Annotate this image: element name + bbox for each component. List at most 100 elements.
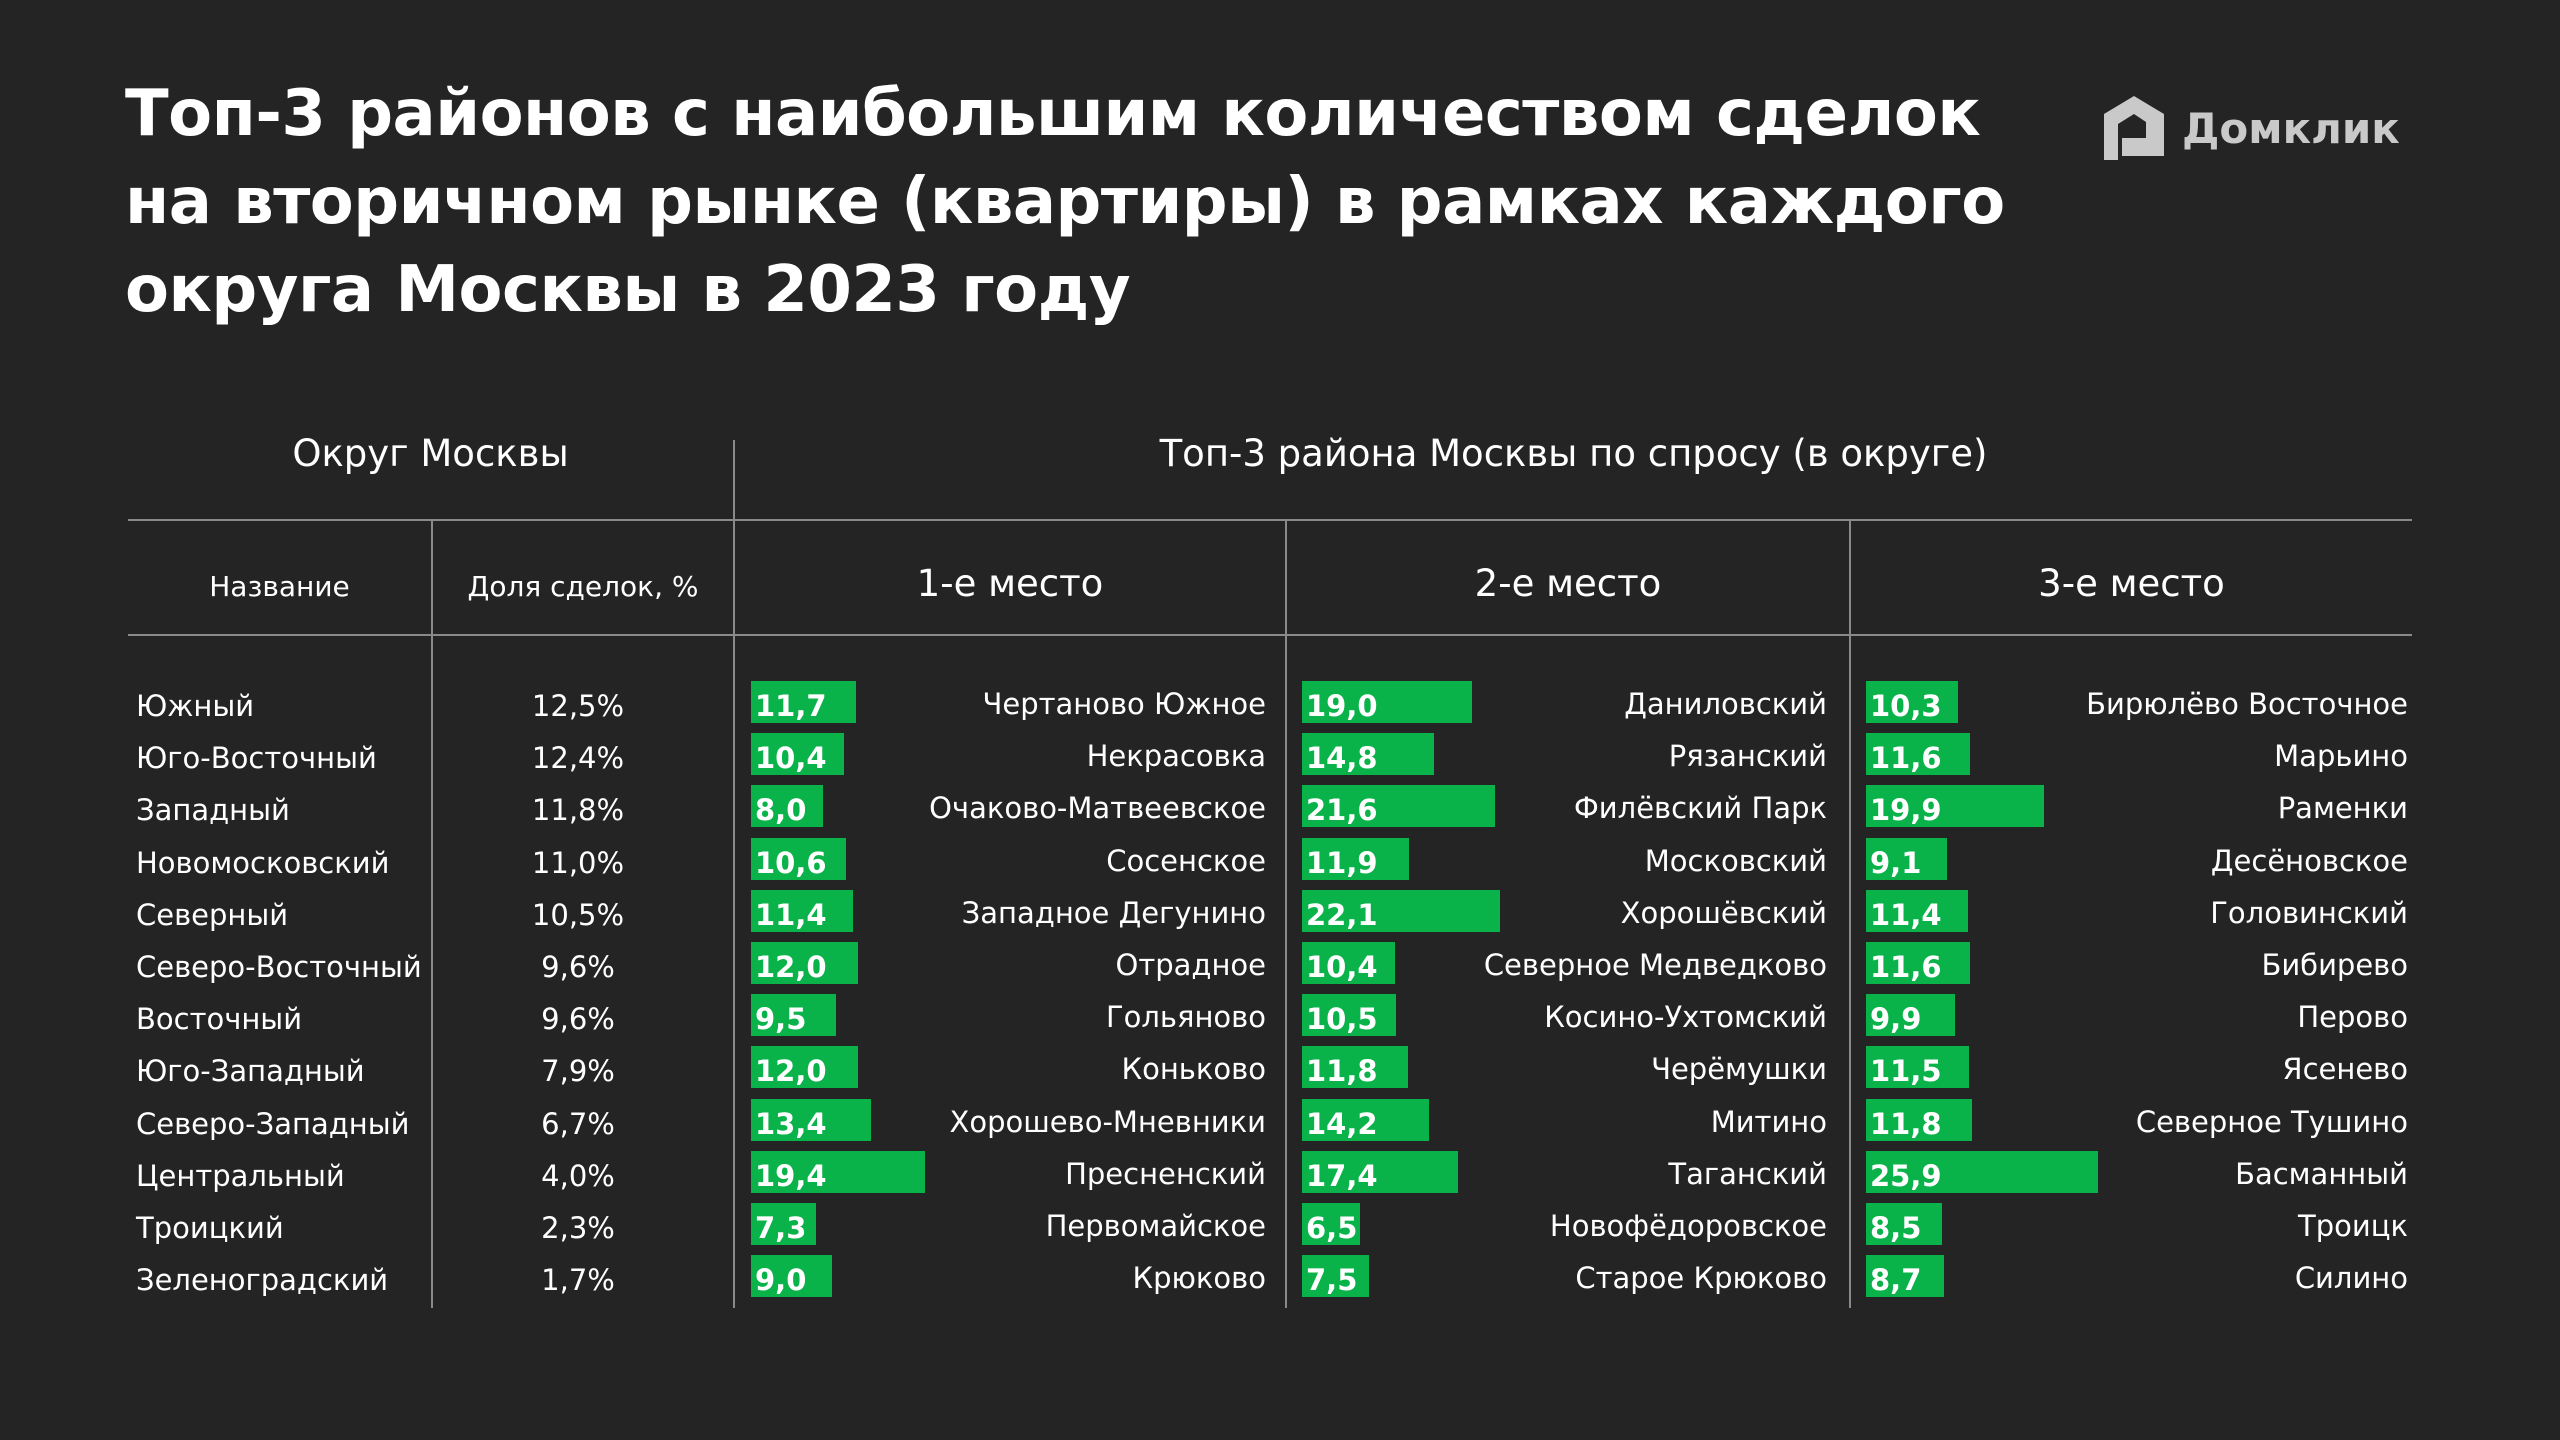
district-name: Троицк [2298,1209,2408,1243]
bar-value-label: 8,7 [1870,1263,1922,1298]
district-name: Черёмушки [1651,1052,1827,1087]
place3-column-header: 3-е место [2038,562,2225,605]
district-name: Бибирево [2261,948,2408,982]
demand-bar [1866,1255,1944,1298]
bar-value-label: 25,9 [1870,1158,1942,1193]
bar-value-label: 10,3 [1870,689,1942,723]
bar-value-label: 7,5 [1306,1263,1358,1298]
district-name: Гольяново [1105,1000,1266,1035]
bar-value-label: 9,1 [1870,845,1922,880]
district-name: Митино [1710,1104,1827,1139]
demand-bar [1302,889,1500,932]
district-name: Коньково [1121,1052,1266,1087]
district-name: Хорошёвский [1620,895,1827,930]
title-line: на вторичном рынке (квартиры) в рамках к… [125,165,2005,239]
district-name: Старое Крюково [1575,1261,1827,1296]
okrug-name: Центральный [136,1158,345,1193]
okrug-name: Южный [136,689,255,723]
district-name: Очаково-Матвеевское [929,791,1266,826]
title-line: Топ-3 районов с наибольшим количеством с… [125,77,1981,151]
bar-value-label: 22,1 [1306,897,1378,932]
bar-value-label: 12,0 [755,950,827,984]
deal-share-value: 10,5% [531,897,625,932]
demand-bar [1302,1098,1429,1141]
bar-value-label: 9,0 [755,1263,807,1298]
demand-bar [1302,837,1409,880]
district-name: Десёновское [2210,843,2408,878]
deal-share-value: 9,6% [541,950,615,984]
district-name: Пресненский [1065,1156,1266,1191]
share-column-header: Доля сделок, % [467,570,699,603]
house-logo-icon [2104,96,2164,160]
demand-bar [1866,1098,1972,1141]
district-name: Московский [1644,843,1827,878]
bar-value-label: 10,4 [755,741,827,776]
bar-value-label: 11,8 [1306,1054,1378,1089]
demand-bar [1866,681,1958,723]
demand-bar [1302,1046,1408,1089]
district-name: Северное Медведково [1483,948,1827,982]
bar-value-label: 8,0 [755,793,807,828]
district-name: Хорошево-Мневники [949,1104,1266,1139]
okrug-name: Западный [136,793,290,828]
okrug-name: Восточный [136,1002,303,1037]
demand-bar [1302,994,1396,1037]
district-name: Раменки [2277,791,2408,826]
district-name: Силино [2294,1261,2408,1296]
name-column-header: Название [209,570,350,603]
okrug-name: Юго-Западный [136,1054,365,1089]
deal-share-value: 1,7% [541,1263,615,1298]
demand-bar [1302,1255,1369,1298]
bar-value-label: 21,6 [1306,793,1378,828]
demand-bar [751,889,853,932]
district-name: Таганский [1668,1156,1827,1191]
district-name: Филёвский Парк [1573,791,1827,826]
okrug-name: Северо-Восточный [136,950,422,984]
district-name: Ясенево [2282,1052,2408,1087]
okrug-name: Троицкий [136,1211,284,1245]
bar-value-label: 9,5 [755,1002,807,1037]
bar-value-label: 14,2 [1306,1106,1378,1141]
deal-share-value: 2,3% [541,1211,615,1245]
district-name: Западное Дегунино [961,895,1266,930]
demand-bar [751,681,856,723]
okrug-name: Северный [136,897,289,932]
top3-group-header: Топ-3 района Москвы по спросу (в округе) [1159,432,1988,475]
bar-value-label: 17,4 [1306,1158,1378,1193]
district-name: Крюково [1132,1261,1266,1296]
demand-bar [751,1046,858,1089]
bar-value-label: 11,6 [1870,950,1942,984]
bar-value-label: 11,9 [1306,845,1378,880]
okrug-name: Зеленоградский [136,1263,389,1298]
deal-share-value: 6,7% [541,1106,615,1141]
bar-value-label: 6,5 [1306,1211,1358,1245]
bar-value-label: 19,9 [1870,793,1942,828]
demand-bar [1866,1150,2098,1193]
okrug-name: Юго-Восточный [136,741,377,776]
district-name: Косино-Ухтомский [1544,1000,1827,1035]
bar-value-label: 9,9 [1870,1002,1922,1037]
place1-column-header: 1-е место [916,562,1104,605]
bar-value-label: 11,5 [1870,1054,1942,1089]
demand-bar [1866,733,1970,776]
bar-value-label: 10,5 [1306,1002,1378,1037]
bar-value-label: 11,4 [755,897,827,932]
bar-value-label: 13,4 [755,1106,827,1141]
bar-value-label: 11,4 [1870,897,1942,932]
bar-value-label: 11,7 [755,689,827,723]
demand-bar [751,733,844,776]
bar-value-label: 11,6 [1870,741,1942,776]
bar-value-label: 10,4 [1306,950,1378,984]
deal-share-value: 7,9% [541,1054,615,1089]
demand-bar [751,837,846,880]
district-name: Новофёдоровское [1549,1209,1827,1243]
bar-value-label: 12,0 [755,1054,827,1089]
brand-name: Домклик [2182,103,2400,153]
group-divider [733,440,735,1308]
deal-share-value: 12,5% [531,689,625,723]
demand-bar [1302,785,1495,828]
okrug-name: Северо-Западный [136,1106,410,1141]
demand-bar [1866,837,1947,880]
district-name: Северное Тушино [2135,1104,2408,1139]
bar-value-label: 19,0 [1306,689,1378,723]
